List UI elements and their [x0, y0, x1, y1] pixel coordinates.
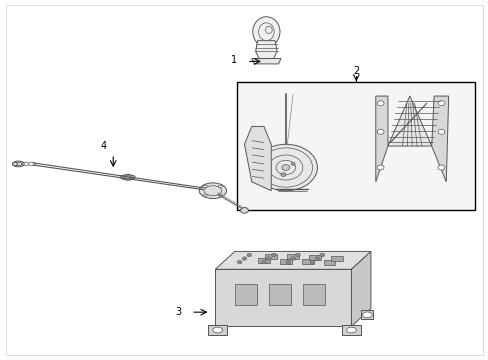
Bar — [302, 284, 324, 305]
Ellipse shape — [314, 257, 319, 260]
Polygon shape — [375, 96, 387, 182]
Bar — [237, 82, 474, 210]
Bar — [268, 284, 290, 305]
Ellipse shape — [290, 162, 294, 165]
Polygon shape — [215, 269, 351, 327]
Bar — [265, 253, 277, 258]
Ellipse shape — [203, 194, 207, 196]
Bar — [330, 256, 342, 261]
Bar — [258, 258, 269, 263]
Ellipse shape — [281, 173, 285, 176]
Ellipse shape — [295, 253, 300, 257]
Ellipse shape — [376, 165, 383, 170]
Ellipse shape — [346, 327, 356, 333]
Polygon shape — [361, 310, 372, 319]
Polygon shape — [387, 96, 431, 146]
Polygon shape — [341, 325, 361, 336]
Polygon shape — [215, 251, 370, 269]
Ellipse shape — [199, 183, 226, 199]
Ellipse shape — [242, 257, 246, 260]
Text: 4: 4 — [100, 140, 106, 150]
Ellipse shape — [212, 327, 222, 333]
Ellipse shape — [309, 260, 314, 264]
Ellipse shape — [13, 161, 24, 167]
Ellipse shape — [13, 162, 18, 166]
Ellipse shape — [122, 175, 133, 180]
Ellipse shape — [282, 165, 289, 170]
Bar — [287, 254, 298, 259]
Ellipse shape — [437, 165, 444, 170]
Polygon shape — [431, 96, 448, 182]
Ellipse shape — [218, 185, 222, 188]
Text: 2: 2 — [352, 66, 359, 76]
Ellipse shape — [319, 253, 324, 257]
Ellipse shape — [254, 144, 317, 191]
Ellipse shape — [376, 129, 383, 134]
Bar — [234, 284, 256, 305]
Ellipse shape — [237, 260, 242, 264]
Bar — [323, 260, 335, 265]
Ellipse shape — [252, 17, 280, 47]
Bar — [280, 258, 291, 264]
Ellipse shape — [362, 312, 371, 318]
Polygon shape — [251, 59, 281, 64]
Ellipse shape — [266, 257, 271, 260]
Bar — [308, 255, 320, 260]
Text: 1: 1 — [231, 55, 237, 65]
Ellipse shape — [437, 129, 444, 134]
Polygon shape — [255, 41, 277, 59]
Ellipse shape — [246, 253, 251, 257]
Ellipse shape — [285, 260, 290, 264]
Polygon shape — [207, 325, 227, 336]
Ellipse shape — [218, 194, 222, 196]
Ellipse shape — [240, 207, 248, 213]
Text: 3: 3 — [175, 307, 181, 317]
Ellipse shape — [290, 257, 295, 260]
Ellipse shape — [261, 260, 266, 264]
Ellipse shape — [376, 101, 383, 106]
Bar — [301, 259, 313, 264]
Ellipse shape — [437, 101, 444, 106]
Polygon shape — [351, 251, 370, 327]
Ellipse shape — [203, 185, 207, 188]
Ellipse shape — [271, 253, 276, 257]
Polygon shape — [244, 126, 271, 191]
